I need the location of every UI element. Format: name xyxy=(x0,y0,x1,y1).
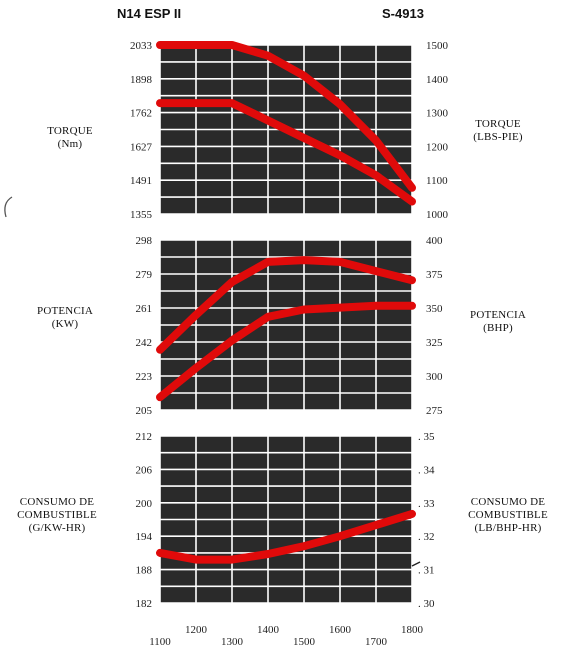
power-curve-2 xyxy=(156,301,416,402)
power-curve-1 xyxy=(156,256,416,354)
torque-right-tick-label: 1400 xyxy=(426,74,449,86)
fuel-right-tick-label: . 31 xyxy=(418,565,435,577)
torque-right-label: TORQUE (LBS-PIE) xyxy=(458,118,538,144)
torque-right-tick-label: 1100 xyxy=(426,175,448,187)
power-right-tick-label: 275 xyxy=(426,405,443,417)
power-right-tick-label: 400 xyxy=(426,235,443,247)
power-right-label-line1: POTENCIA xyxy=(470,309,526,321)
torque-right-label-line2: (LBS-PIE) xyxy=(473,131,523,143)
rpm-tick-label: 1600 xyxy=(329,624,352,636)
power-left-tick-label: 242 xyxy=(136,337,153,349)
fuel-left-tick-label: 206 xyxy=(136,464,153,476)
torque-right-tick-label: 1300 xyxy=(426,108,449,120)
fuel-right-label: CONSUMO DE COMBUSTIBLE (LB/BHP-HR) xyxy=(455,496,561,535)
power-left-label-line2: (KW) xyxy=(51,318,79,330)
power-right-label: POTENCIA (BHP) xyxy=(458,309,538,335)
rpm-tick-label: 1800 xyxy=(401,624,424,636)
rpm-tick-label: 1700 xyxy=(365,636,388,648)
rpm-tick-label: 1100 xyxy=(149,636,171,648)
rpm-tick-label: 1400 xyxy=(257,624,280,636)
engine-model-title: N14 ESP II xyxy=(117,6,182,21)
power-right-tick-label: 350 xyxy=(426,303,443,315)
power-left-tick-label: 223 xyxy=(136,371,153,383)
power-left-tick-label: 279 xyxy=(136,269,153,281)
fuel-curve-1 xyxy=(156,509,416,564)
fuel-left-tick-label: 188 xyxy=(136,565,153,577)
fuel-left-tick-label: 194 xyxy=(136,531,153,543)
rpm-tick-label: 1500 xyxy=(293,636,316,648)
torque-left-label-line2: (Nm) xyxy=(57,138,83,150)
fuel-axis-marker xyxy=(411,561,421,567)
torque-right-tick-label: 1500 xyxy=(426,40,449,52)
power-left-label-line1: POTENCIA xyxy=(37,305,93,317)
torque-left-tick-label: 1762 xyxy=(130,108,152,120)
power-left-tick-label: 298 xyxy=(136,235,153,247)
torque-left-tick-label: 1627 xyxy=(130,141,153,153)
fuel-left-label-line1: CONSUMO DE xyxy=(19,496,95,508)
paper-bend-mark xyxy=(4,196,13,218)
power-right-tick-label: 325 xyxy=(426,337,443,349)
rpm-tick-label: 1300 xyxy=(221,636,244,648)
torque-left-tick-label: 1355 xyxy=(130,209,153,221)
fuel-left-tick-label: 212 xyxy=(136,431,153,443)
power-left-tick-label: 205 xyxy=(136,405,153,417)
fuel-left-tick-label: 182 xyxy=(136,598,153,610)
fuel-right-tick-label: . 33 xyxy=(418,498,435,510)
power-right-label-line2: (BHP) xyxy=(483,322,513,334)
torque-right-label-line1: TORQUE xyxy=(475,118,521,130)
power-right-tick-label: 375 xyxy=(426,269,443,281)
curve-number: S-4913 xyxy=(382,6,424,21)
fuel-left-label-line3: (G/KW-HR) xyxy=(28,522,86,534)
power-left-label: POTENCIA (KW) xyxy=(30,305,100,331)
fuel-right-label-line1: CONSUMO DE xyxy=(470,496,546,508)
fuel-right-tick-label: . 35 xyxy=(418,431,435,443)
torque-left-tick-label: 1491 xyxy=(130,175,152,187)
torque-left-tick-label: 1898 xyxy=(130,74,153,86)
fuel-left-tick-label: 200 xyxy=(136,498,153,510)
fuel-right-label-line3: (LB/BHP-HR) xyxy=(474,522,542,534)
torque-curve-2 xyxy=(156,99,416,206)
fuel-left-label-line2: COMBUSTIBLE xyxy=(17,509,97,521)
fuel-right-tick-label: . 30 xyxy=(418,598,435,610)
torque-right-tick-label: 1200 xyxy=(426,141,449,153)
torque-left-label: TORQUE (Nm) xyxy=(40,125,100,151)
power-left-tick-label: 261 xyxy=(136,303,153,315)
fuel-right-tick-label: . 34 xyxy=(418,464,435,476)
torque-curve-1 xyxy=(156,41,416,192)
fuel-left-label: CONSUMO DE COMBUSTIBLE (G/KW-HR) xyxy=(2,496,112,535)
torque-left-tick-label: 2033 xyxy=(130,40,153,52)
fuel-right-label-line2: COMBUSTIBLE xyxy=(468,509,548,521)
fuel-right-tick-label: . 32 xyxy=(418,531,435,543)
power-right-tick-label: 300 xyxy=(426,371,443,383)
torque-right-tick-label: 1000 xyxy=(426,209,449,221)
torque-left-label-line1: TORQUE xyxy=(47,125,93,137)
rpm-tick-label: 1200 xyxy=(185,624,208,636)
